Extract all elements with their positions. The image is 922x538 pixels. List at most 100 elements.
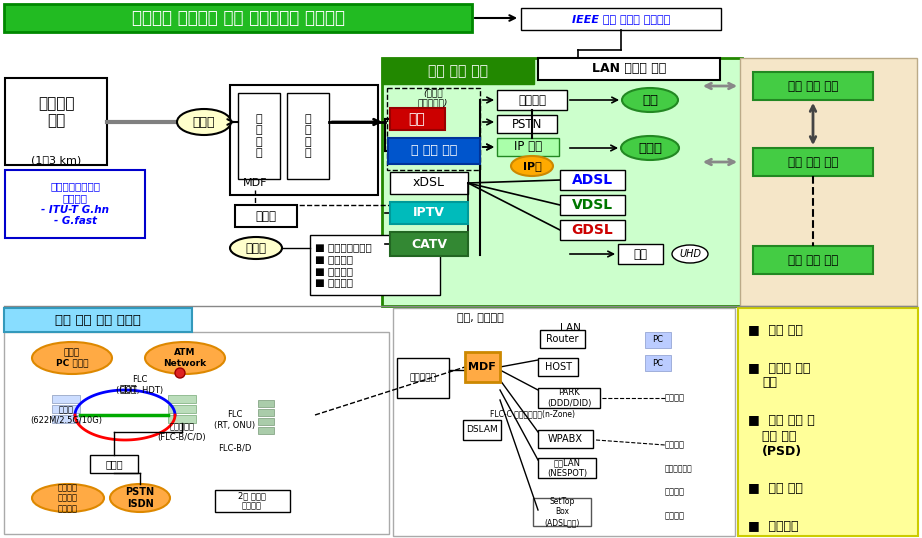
Text: VDSL: VDSL (572, 198, 612, 212)
Bar (538, 388, 600, 408)
Bar (753, 246, 873, 274)
Text: PC: PC (653, 358, 664, 367)
Text: ■  링크성능: ■ 링크성능 (748, 520, 798, 534)
Text: 모뎀: 모뎀 (408, 112, 425, 126)
Text: IEEE 활용 서비스 규격기준: IEEE 활용 서비스 규격기준 (572, 14, 670, 24)
Bar (390, 108, 445, 130)
Text: 가입자망 단말장치 접속 인터페이스 기술기준: 가입자망 단말장치 접속 인터페이스 기술기준 (132, 9, 345, 27)
Text: 기가인터넷서비스
전송규격
- ITU-T G.hn
- G.fast: 기가인터넷서비스 전송규격 - ITU-T G.hn - G.fast (41, 182, 109, 226)
Bar (310, 235, 440, 295)
Bar (168, 415, 196, 423)
Bar (4, 332, 389, 534)
Bar (238, 93, 280, 179)
Text: 광단국: 광단국 (255, 209, 277, 223)
Text: 초고속인터넷: 초고속인터넷 (665, 464, 692, 473)
Text: 일반전화: 일반전화 (665, 393, 685, 402)
Text: MDF: MDF (468, 362, 496, 372)
Bar (740, 58, 917, 306)
Text: 2층 환형망
안정운용: 2층 환형망 안정운용 (238, 491, 266, 511)
Text: 가입자망
국사: 가입자망 국사 (38, 96, 75, 128)
Bar (5, 170, 145, 238)
Bar (90, 455, 138, 473)
Bar (215, 490, 290, 512)
Bar (4, 4, 472, 32)
Text: HOST: HOST (545, 362, 572, 372)
Text: 무선LAN
(NESPOT): 무선LAN (NESPOT) (547, 458, 587, 478)
Bar (538, 358, 578, 376)
Text: 영상: 영상 (633, 247, 647, 260)
Text: 통신실: 통신실 (245, 242, 266, 254)
Bar (540, 330, 585, 348)
Text: 전화단말: 전화단말 (518, 94, 546, 107)
Ellipse shape (230, 237, 282, 259)
Bar (393, 308, 735, 536)
Text: 실제 장치 구성 예시도: 실제 장치 구성 예시도 (55, 314, 141, 327)
Text: FLC-B/D: FLC-B/D (219, 443, 252, 452)
Text: FLC
(COT, HDT): FLC (COT, HDT) (116, 376, 163, 395)
Text: 설정: 설정 (762, 377, 777, 390)
Text: 교환기: 교환기 (105, 459, 123, 469)
Text: 일반전화: 일반전화 (665, 512, 685, 520)
Bar (538, 458, 596, 478)
Bar (258, 400, 274, 407)
Text: 구내, 건물내부: 구내, 건물내부 (456, 313, 503, 323)
Bar (753, 148, 873, 176)
Bar (521, 8, 721, 30)
Bar (465, 352, 500, 382)
Text: 영상전화: 영상전화 (665, 487, 685, 497)
Text: UHD: UHD (679, 249, 701, 259)
Bar (52, 405, 80, 413)
Text: Router: Router (546, 334, 578, 344)
Text: LAN 서비스 시설: LAN 서비스 시설 (592, 62, 666, 75)
Ellipse shape (110, 484, 170, 512)
Text: 단말 시설 영역: 단말 시설 영역 (788, 155, 838, 168)
Text: 광 단말 접속: 광 단말 접속 (411, 145, 457, 158)
Bar (463, 420, 501, 440)
Ellipse shape (511, 156, 553, 176)
Bar (168, 395, 196, 403)
Text: ■  전송 품질: ■ 전송 품질 (748, 323, 803, 336)
Bar (560, 220, 625, 240)
Bar (52, 415, 80, 423)
Text: (1～3 km): (1～3 km) (30, 155, 81, 165)
Bar (497, 115, 557, 133)
Text: xDSL: xDSL (413, 176, 445, 189)
Bar (497, 138, 559, 156)
Text: CATV: CATV (411, 237, 447, 251)
Bar (738, 308, 918, 536)
Text: PC: PC (653, 336, 664, 344)
Bar (258, 418, 274, 425)
Text: FLC
(RT, ONU): FLC (RT, ONU) (215, 410, 255, 430)
Text: PSTN: PSTN (512, 117, 542, 131)
Bar (538, 58, 720, 80)
Text: 인입계: 인입계 (193, 116, 215, 129)
Bar (390, 202, 468, 224)
Ellipse shape (672, 245, 708, 263)
Text: FLC-C 구내무선연화(n-Zone): FLC-C 구내무선연화(n-Zone) (490, 409, 575, 419)
Ellipse shape (145, 342, 225, 374)
Text: ■  간섭 신호: ■ 간섭 신호 (748, 483, 803, 495)
Text: ATM
Network: ATM Network (163, 348, 207, 367)
Text: 시외전화
국제전화
이동전화: 시외전화 국제전화 이동전화 (58, 483, 78, 513)
Text: 데이터: 데이터 (638, 141, 662, 154)
Bar (645, 355, 671, 371)
Bar (390, 172, 468, 194)
Bar (382, 58, 742, 306)
Text: (망접속
인터페이스): (망접속 인터페이스) (418, 88, 448, 108)
Text: PARK
(DDD/DID): PARK (DDD/DID) (547, 388, 591, 408)
Text: GDSL: GDSL (571, 223, 613, 237)
Bar (645, 332, 671, 348)
Text: 구내통신실: 구내통신실 (409, 373, 436, 383)
Text: SetTop
Box
(ADSL오엔): SetTop Box (ADSL오엔) (544, 497, 580, 527)
Bar (168, 405, 196, 413)
Bar (287, 93, 329, 179)
Text: MDF: MDF (242, 178, 267, 188)
Text: IP캠: IP캠 (523, 161, 541, 171)
Ellipse shape (622, 88, 678, 112)
Text: 인터넷
PC 통신망: 인터넷 PC 통신망 (55, 348, 89, 367)
Text: ADSL: ADSL (572, 173, 612, 187)
Bar (560, 170, 625, 190)
Bar (258, 409, 274, 416)
Text: 일반전화: 일반전화 (665, 441, 685, 450)
Bar (52, 395, 80, 403)
